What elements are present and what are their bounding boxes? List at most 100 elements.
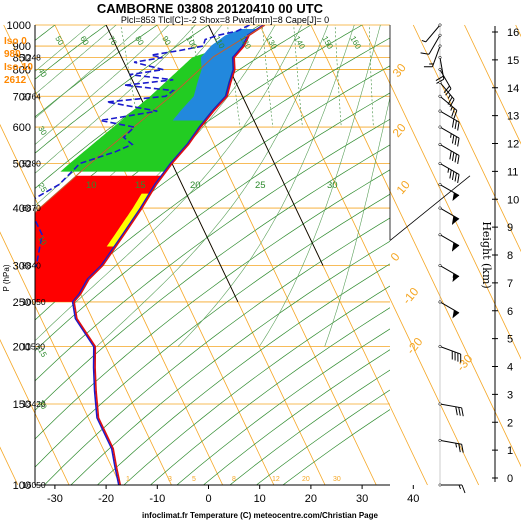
pressure-tick-label: 850 [13,52,31,64]
wind-barb [438,402,464,417]
temperature-tick-label: -10 [149,493,165,505]
barb-base [438,483,442,487]
height-tick-label: 16 [507,27,519,39]
temperature-shadow-line [71,25,264,485]
height-tick-label: 4 [507,362,513,374]
pressure-tick-label: 600 [13,122,31,134]
barb-staff [428,34,441,55]
pressure-tick-label: 200 [13,342,31,354]
wind-barb [438,483,466,494]
height-tick-label: 3 [507,389,513,401]
moist-adiabat-line [35,25,143,119]
wind-barb [438,162,460,183]
barb-flag [454,351,456,361]
chart-title: CAMBORNE 03808 20120410 00 UTC [97,1,324,16]
barb-flag [457,121,460,131]
barb-staff [439,163,460,175]
temperature-tick-label: 40 [407,493,419,505]
isotherm-line [0,338,70,486]
parcel-line [35,25,266,214]
barb-base [438,438,442,442]
y-axis-label: P (hPa) [2,264,11,291]
dry-adiabat-line [123,285,390,485]
dry-adiabat-line [97,263,390,485]
dry-adiabat-line [35,92,390,352]
barb-flag [451,152,455,161]
height-tick-label: 11 [507,166,518,178]
height-tick-label: 13 [507,111,519,123]
mixing-ratio-label: 20 [302,476,310,483]
barb-flag [449,169,452,179]
temperature-tick-label: 0 [205,493,211,505]
barb-half-flag [452,273,455,278]
pressure-tick-label: 300 [13,261,31,273]
barb-flag [420,52,430,55]
wind-barb [438,183,460,201]
wind-barb [438,68,452,96]
barb-base [438,402,442,406]
mixing-ratio-line [261,25,274,128]
barb-base [438,300,442,304]
pressure-tick-label: 1000 [7,20,31,32]
barb-flag [461,484,466,494]
pressure-tick-label: 700 [13,91,31,103]
moist-adiabat-line [35,25,196,174]
isotherm-line [361,24,521,360]
wind-barb [438,142,460,164]
height-tick-label: 5 [507,334,513,346]
isotherm-line [259,24,480,486]
isotherm-line [464,24,521,145]
moist-adiabat-line [324,96,390,347]
barb-staff [425,24,441,43]
mixing-ratio-line [293,25,303,128]
geopotential-label: 2764 [22,91,41,101]
pressure-tick-label: 900 [13,41,31,53]
barb-flag [461,407,464,417]
wind-barb [420,33,442,55]
geopotential-label: 1248 [22,52,41,62]
dewpoint-line [35,25,250,269]
mixing-ratio-line [368,25,374,128]
isotherm-line [412,24,521,253]
temperature-tick-label: 10 [254,493,266,505]
temperature-line [73,25,266,485]
dry-adiabat-line [44,217,390,485]
barb-base [438,33,442,37]
wind-barb [438,109,460,131]
barb-flag [454,120,457,130]
barb-staff [439,126,460,139]
barb-base [438,345,442,348]
wind-barb [438,438,464,453]
temperature-tick-label: -30 [47,493,63,505]
axes-layer: 1001502002503004005006007008008509001000… [7,20,520,505]
pressure-tick-label: 100 [13,480,31,492]
moist-adiabat-line [35,25,117,95]
barb-base [438,125,442,129]
barb-flag [451,108,456,117]
pressure-tick-label: 500 [13,158,31,170]
dry-adiabat-line [35,144,390,411]
yellow-area [106,193,151,247]
mixing-ratio-label: 1 [126,476,130,483]
height-tick-label: 1 [507,445,513,457]
moist-adiabat-line [259,25,381,347]
barb-base [438,68,442,72]
fill-layer [35,25,265,302]
barb-flag [460,354,462,363]
barb-base [438,183,442,186]
moist-adiabat-line [35,25,302,342]
footer-text: infoclimat.fr Temperature (C) meteocentr… [142,511,378,520]
barb-flag [457,174,460,183]
adiabat-label: 10 [86,180,97,191]
cape-area [35,175,163,302]
mixing-ratio-label: 30 [333,476,341,483]
dry-adiabat-line [35,37,390,289]
height-tick-label: 14 [507,83,519,95]
barb-half-flag [450,106,453,111]
chart-subtitle: Plcl=853 Tlcl[C]=-2 Shox=8 Pwat[mm]=8 Ca… [121,15,329,25]
isotherm-label: 30 [390,60,410,79]
adiabat-label: 20 [190,180,201,191]
side-info-iso10-value: 2612 [4,75,27,86]
mixing-ratio-line [334,25,342,128]
barb-pennant [452,216,460,225]
